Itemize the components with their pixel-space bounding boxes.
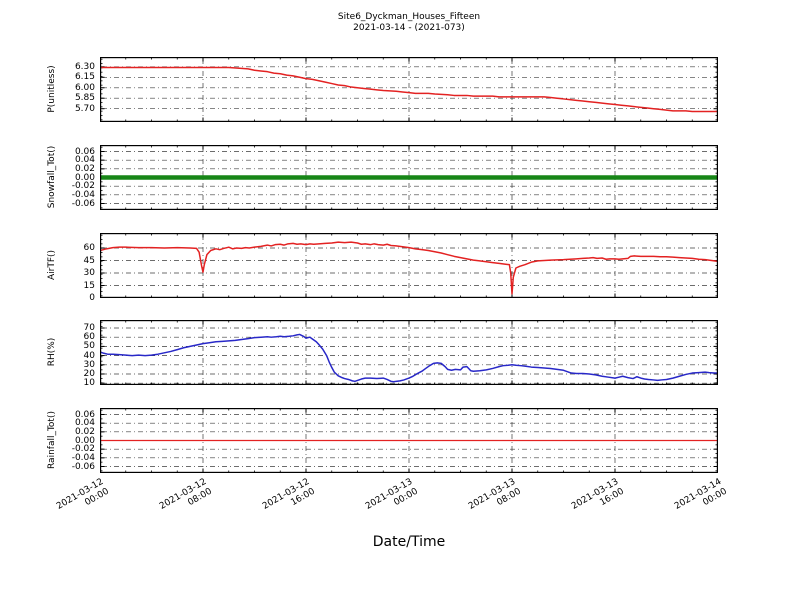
x-tick-label: 2021-03-12 00:00 [54,477,111,512]
y-tick-label: 0.04 [74,418,95,429]
subplot-rainfall-tot: 0.06 0.04 0.02 0.00 -0.02 -0.04 -0.06 Rainfall_… [0,408,800,473]
y-tick-label: 0 [89,293,95,303]
chart-title-line2: 2021-03-14 - (2021-073) [353,23,465,33]
plot-area-snowfall [100,145,718,210]
y-axis-label: Snowfall_Tot() [47,145,57,209]
subplot-p-unitless: 6.30 6.15 6.00 5.85 5.70 P(unitless) [0,57,800,122]
y-tick-label: 0.06 [74,146,95,157]
y-tick-label: 20 [83,368,95,379]
y-tick-label: 6.00 [74,82,95,93]
subplot-snowfall-tot: 0.06 0.04 0.02 0.00 -0.02 -0.04 -0.06 Snowfall_… [0,145,800,210]
plot-canvas [100,320,718,385]
y-tick-label: 6.15 [74,72,95,83]
x-tick-label: 2021-03-14 00:00 [672,477,729,512]
subplot-airtf: 60 45 30 15 0 AirTF() [0,233,800,303]
y-axis-label: Rainfall_Tot() [47,411,57,469]
y-tick-label: -0.02 [71,444,95,455]
x-tick-label: 2021-03-13 08:00 [466,477,523,512]
y-tick-label: 30 [83,359,95,370]
y-tick-label: 60 [83,243,95,253]
y-tick-label: -0.04 [71,189,95,200]
x-tick-label: 2021-03-12 16:00 [260,477,317,512]
y-tick-label: -0.06 [71,461,95,472]
y-tick-label: 6.30 [74,61,95,72]
plot-canvas [100,145,718,210]
y-tick-label: 5.85 [74,93,95,104]
chart-title: Site6_Dyckman_Houses_Fifteen 2021-03-14 … [100,12,718,34]
y-tick-label: 0.02 [74,426,95,437]
plot-area-rh [100,320,718,385]
y-axis-label: P(unitless) [47,65,57,113]
x-tick-label: 2021-03-13 00:00 [363,477,420,512]
y-tick-label: 0.06 [74,409,95,420]
y-axis-label: RH(%) [47,337,57,367]
y-tick-label: 30 [83,268,95,278]
y-tick-label: 15 [83,280,95,291]
plot-area-p [100,57,718,122]
y-tick-label: 10 [83,378,95,389]
y-tick-label: -0.02 [71,181,95,192]
x-axis-title: Date/Time [372,534,446,550]
y-tick-label: -0.06 [71,198,95,209]
x-tick-label: 2021-03-12 08:00 [157,477,214,512]
x-tick-label: 2021-03-13 16:00 [569,477,626,512]
y-tick-label: 45 [83,255,95,266]
subplot-rh: 70 60 50 40 30 20 10 RH(%) [0,320,800,389]
y-tick-label: 0.00 [74,172,95,183]
plot-canvas [100,57,718,122]
chart-title-line1: Site6_Dyckman_Houses_Fifteen [337,12,481,22]
y-tick-label: 60 [83,332,95,343]
y-tick-label: 70 [83,322,95,333]
y-tick-label: 0.00 [74,435,95,446]
plot-area-airtf [100,233,718,298]
y-tick-label: 50 [83,341,95,352]
y-axis-label: AirTF() [47,249,57,281]
plot-canvas [100,408,718,473]
y-tick-label: -0.04 [71,452,95,463]
plot-canvas [100,233,718,298]
y-tick-label: 0.04 [74,155,95,166]
y-tick-label: 5.70 [74,103,95,114]
plot-area-rainfall [100,408,718,473]
y-tick-label: 40 [83,350,95,361]
y-tick-label: 0.02 [74,163,95,174]
